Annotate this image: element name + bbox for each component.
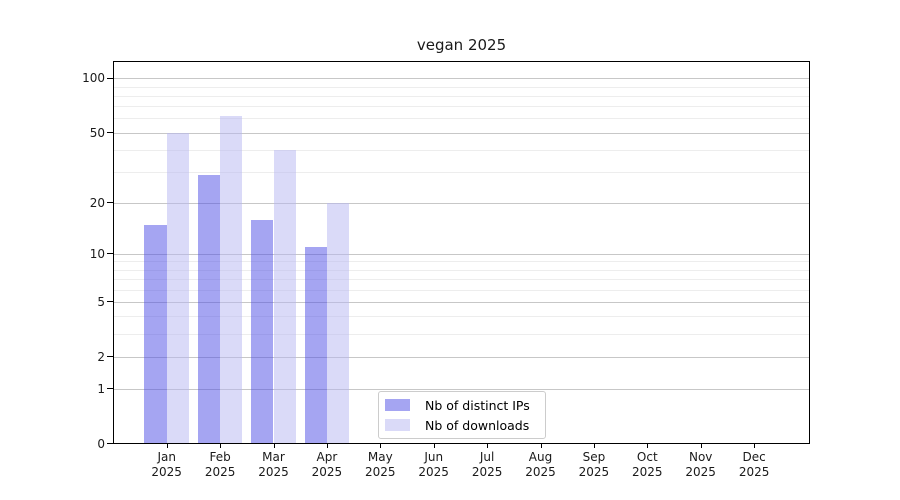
y-tick-label-1: 1 <box>97 381 105 396</box>
y-tick-20 <box>106 202 114 204</box>
x-tick-label-jun: Jun 2025 <box>418 450 449 479</box>
x-tick-oct <box>647 443 649 448</box>
y-tick-label-100: 100 <box>82 71 105 86</box>
gridline-minor-8 <box>114 269 809 271</box>
gridline-minor-7 <box>114 279 809 281</box>
chart-title: vegan 2025 <box>416 36 507 54</box>
legend-swatch-distinct-ips <box>385 399 410 411</box>
x-tick-nov <box>700 443 702 448</box>
bar-nb-of-distinct-ips-mar <box>251 219 274 443</box>
x-tick-jul <box>487 443 489 448</box>
gridline-minor-80 <box>114 95 809 97</box>
y-tick-0 <box>106 443 114 444</box>
plot-area <box>113 61 810 444</box>
gridline-minor-60 <box>114 118 809 120</box>
bar-nb-of-distinct-ips-feb <box>197 175 221 443</box>
gridline-major-50 <box>114 132 809 134</box>
x-tick-label-aug: Aug 2025 <box>525 450 556 479</box>
gridline-minor-4 <box>114 316 809 318</box>
x-tick-label-jan: Jan 2025 <box>151 450 182 479</box>
x-tick-jan <box>166 443 168 448</box>
y-tick-50 <box>106 132 114 134</box>
y-tick-10 <box>106 253 114 255</box>
legend-swatch-downloads <box>385 419 410 431</box>
x-tick-label-oct: Oct 2025 <box>632 450 663 479</box>
legend: Nb of distinct IPs Nb of downloads <box>378 391 546 439</box>
gridline-major-2 <box>114 356 809 358</box>
legend-item-downloads: Nb of downloads <box>385 417 539 433</box>
gridline-major-20 <box>114 202 809 204</box>
x-tick-label-feb: Feb 2025 <box>204 450 236 479</box>
gridline-minor-3 <box>114 333 809 335</box>
gridline-minor-30 <box>114 171 809 173</box>
y-tick-5 <box>106 301 114 303</box>
x-tick-label-apr: Apr 2025 <box>311 450 343 479</box>
x-tick-label-dec: Dec 2025 <box>738 450 770 479</box>
gridline-major-10 <box>114 253 809 255</box>
gridline-minor-90 <box>114 86 809 88</box>
gridline-major-5 <box>114 301 809 303</box>
bar-nb-of-distinct-ips-apr <box>304 247 327 443</box>
legend-label-downloads: Nb of downloads <box>425 417 530 433</box>
gridline-major-1 <box>114 388 809 390</box>
x-tick-label-mar: Mar 2025 <box>258 450 289 479</box>
y-tick-100 <box>106 77 114 79</box>
gridline-major-100 <box>114 78 809 80</box>
gridline-minor-9 <box>114 261 809 263</box>
x-tick-aug <box>540 443 542 448</box>
gridline-minor-40 <box>114 149 809 151</box>
y-tick-label-0: 0 <box>97 436 105 451</box>
x-tick-dec <box>754 443 756 448</box>
x-tick-label-sep: Sep 2025 <box>578 450 610 479</box>
x-tick-label-may: May 2025 <box>365 450 396 479</box>
bar-nb-of-downloads-mar <box>273 150 296 443</box>
x-tick-sep <box>593 443 595 448</box>
x-tick-apr <box>326 443 328 448</box>
y-tick-label-10: 10 <box>89 246 105 261</box>
y-tick-1 <box>106 388 114 390</box>
x-tick-label-jul: Jul 2025 <box>471 450 503 479</box>
gridline-minor-70 <box>114 106 809 108</box>
bar-nb-of-downloads-jan <box>166 133 189 443</box>
y-tick-label-20: 20 <box>89 195 105 210</box>
x-tick-mar <box>273 443 275 448</box>
x-tick-label-nov: Nov 2025 <box>685 450 716 479</box>
bar-nb-of-distinct-ips-jan <box>144 224 167 443</box>
x-tick-may <box>380 443 382 448</box>
legend-label-distinct-ips: Nb of distinct IPs <box>425 397 530 413</box>
bar-nb-of-downloads-feb <box>220 116 243 443</box>
y-tick-label-2: 2 <box>97 349 105 364</box>
x-tick-jun <box>433 443 435 448</box>
y-tick-label-5: 5 <box>97 294 105 309</box>
x-tick-feb <box>220 443 222 448</box>
y-tick-2 <box>106 356 114 358</box>
bar-nb-of-downloads-apr <box>326 203 350 443</box>
y-tick-label-50: 50 <box>89 125 105 140</box>
legend-item-distinct-ips: Nb of distinct IPs <box>385 397 539 413</box>
gridline-minor-6 <box>114 289 809 291</box>
